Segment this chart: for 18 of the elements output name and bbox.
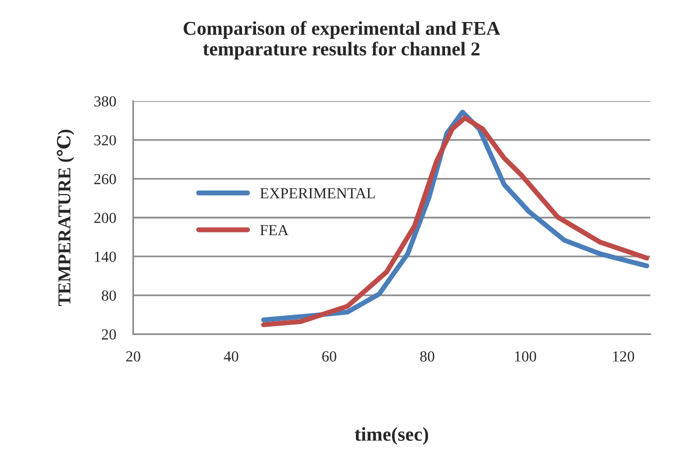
y-tick-label: 260 <box>94 174 116 184</box>
legend-label: FEA <box>260 225 288 236</box>
x-tick-label: 120 <box>613 351 634 362</box>
legend-label: EXPERIMENTAL <box>260 188 375 198</box>
chart-title: Comparison of experimental and FEA temparature results for channel 2 <box>184 21 500 60</box>
y-tick-label: 200 <box>94 212 116 224</box>
x-tick-label: 40 <box>224 351 238 362</box>
y-tick-label: 80 <box>102 290 116 301</box>
x-tick-label: 100 <box>515 351 536 362</box>
x-tick-label: 60 <box>322 351 336 362</box>
y-tick-label: 320 <box>94 135 116 146</box>
x-axis-title: time(sec) <box>354 427 428 445</box>
x-tick-label: 20 <box>126 351 140 362</box>
y-tick-label: 20 <box>102 329 116 340</box>
x-tick-label: 80 <box>420 351 434 362</box>
y-tick-label: 140 <box>94 252 116 262</box>
y-axis-title: TEMPERATURE (℃) <box>56 130 74 306</box>
y-tick-label: 380 <box>94 96 116 107</box>
